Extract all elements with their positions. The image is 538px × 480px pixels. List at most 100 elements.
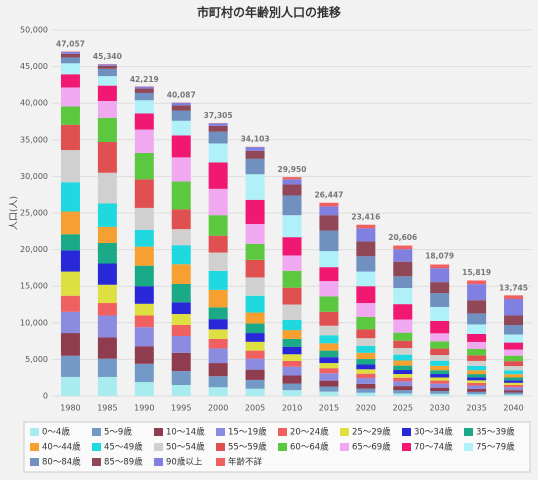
bar-segment xyxy=(504,392,524,395)
bar-segment xyxy=(171,324,191,336)
bar-segment xyxy=(319,251,339,268)
total-label: 40,087 xyxy=(167,91,196,100)
bar-segment xyxy=(356,388,376,393)
bar-segment xyxy=(134,303,154,316)
bar-segment xyxy=(282,366,302,376)
bar-segment xyxy=(319,311,339,326)
bar-segment xyxy=(134,315,154,328)
bar-segment xyxy=(134,179,154,208)
bar-segment xyxy=(504,324,524,335)
bar-segment xyxy=(97,64,117,66)
bar-segment xyxy=(467,382,487,386)
bar-segment xyxy=(356,352,376,360)
bar-segment xyxy=(208,270,228,290)
bar-segment xyxy=(134,152,154,180)
bar-segment xyxy=(60,211,80,235)
bar-segment xyxy=(282,360,302,367)
bar-segment xyxy=(282,304,302,320)
bar-segment xyxy=(319,267,339,282)
bar-segment xyxy=(208,143,228,163)
legend-swatch xyxy=(340,428,349,436)
bar-segment xyxy=(245,350,265,359)
bar-segment xyxy=(319,343,339,351)
total-label: 47,057 xyxy=(56,40,85,49)
bar-segment xyxy=(60,271,80,296)
bar-segment xyxy=(356,224,376,229)
bar-segment xyxy=(282,287,302,305)
bar-segment xyxy=(393,386,413,391)
bar-segment xyxy=(504,390,524,393)
bar-segment xyxy=(245,277,265,296)
bar-segment xyxy=(97,315,117,338)
bar-segment xyxy=(134,346,154,364)
total-label: 34,103 xyxy=(241,134,270,143)
bar-segment xyxy=(467,370,487,375)
total-label: 42,219 xyxy=(130,75,159,84)
bar-segment xyxy=(134,246,154,266)
bar-segment xyxy=(504,299,524,316)
bar-segment xyxy=(208,307,228,320)
bar-segment xyxy=(393,390,413,394)
bar-segment xyxy=(319,368,339,374)
bar-segment xyxy=(208,387,228,396)
bar-segment xyxy=(430,341,450,349)
bar-segment xyxy=(393,288,413,305)
legend-box xyxy=(23,421,531,473)
bar-segment xyxy=(60,295,80,312)
legend-label: 40～44歳 xyxy=(42,442,81,453)
x-tick-label: 1985 xyxy=(97,404,117,413)
total-label: 20,606 xyxy=(388,233,417,242)
bar-segment xyxy=(171,209,191,230)
bar-segment xyxy=(504,377,524,381)
bar-segment xyxy=(60,355,80,377)
bar-segment xyxy=(356,373,376,379)
bar-segment xyxy=(208,123,228,126)
bar-segment xyxy=(171,264,191,285)
bar-segment xyxy=(97,117,117,142)
bar-segment xyxy=(467,349,487,356)
bar-segment xyxy=(282,179,302,185)
bar-segment xyxy=(467,341,487,350)
bar-segment xyxy=(467,365,487,371)
bar-segment xyxy=(282,319,302,331)
total-label: 15,819 xyxy=(462,268,491,277)
bar-segment xyxy=(319,391,339,396)
bar-segment xyxy=(393,276,413,289)
bar-segment xyxy=(467,380,487,383)
bar-segment xyxy=(430,383,450,388)
x-tick-label: 2035 xyxy=(466,404,486,413)
bar-segment xyxy=(319,202,339,207)
bar-segment xyxy=(356,303,376,317)
bar-segment xyxy=(171,284,191,303)
bar-segment xyxy=(245,174,265,200)
bar-segment xyxy=(467,377,487,381)
bar-segment xyxy=(208,363,228,377)
bar-segment xyxy=(60,53,80,58)
bar-segment xyxy=(60,106,80,125)
x-tick-label: 1995 xyxy=(171,404,191,413)
legend-label: 30～34歳 xyxy=(414,427,453,438)
bar-segment xyxy=(467,388,487,392)
bar-segment xyxy=(430,374,450,378)
total-label: 18,079 xyxy=(425,252,454,261)
bar-segment xyxy=(282,375,302,384)
bar-segment xyxy=(393,360,413,366)
x-tick-label: 1990 xyxy=(134,404,154,413)
bar-segment xyxy=(97,337,117,359)
legend-swatch xyxy=(30,428,39,436)
bar-segment xyxy=(504,374,524,378)
legend-swatch xyxy=(92,428,101,436)
bar-segment xyxy=(356,271,376,287)
total-label: 23,416 xyxy=(351,213,380,222)
bar-segment xyxy=(245,341,265,351)
bar-segment xyxy=(356,338,376,346)
bar-segment xyxy=(430,387,450,392)
bar-segment xyxy=(60,311,80,334)
bar-segment xyxy=(504,355,524,362)
bar-segment xyxy=(430,365,450,371)
bar-segment xyxy=(245,150,265,159)
bar-segment xyxy=(356,286,376,304)
legend-swatch xyxy=(402,443,411,451)
bar-segment xyxy=(393,365,413,371)
bar-segment xyxy=(467,355,487,361)
